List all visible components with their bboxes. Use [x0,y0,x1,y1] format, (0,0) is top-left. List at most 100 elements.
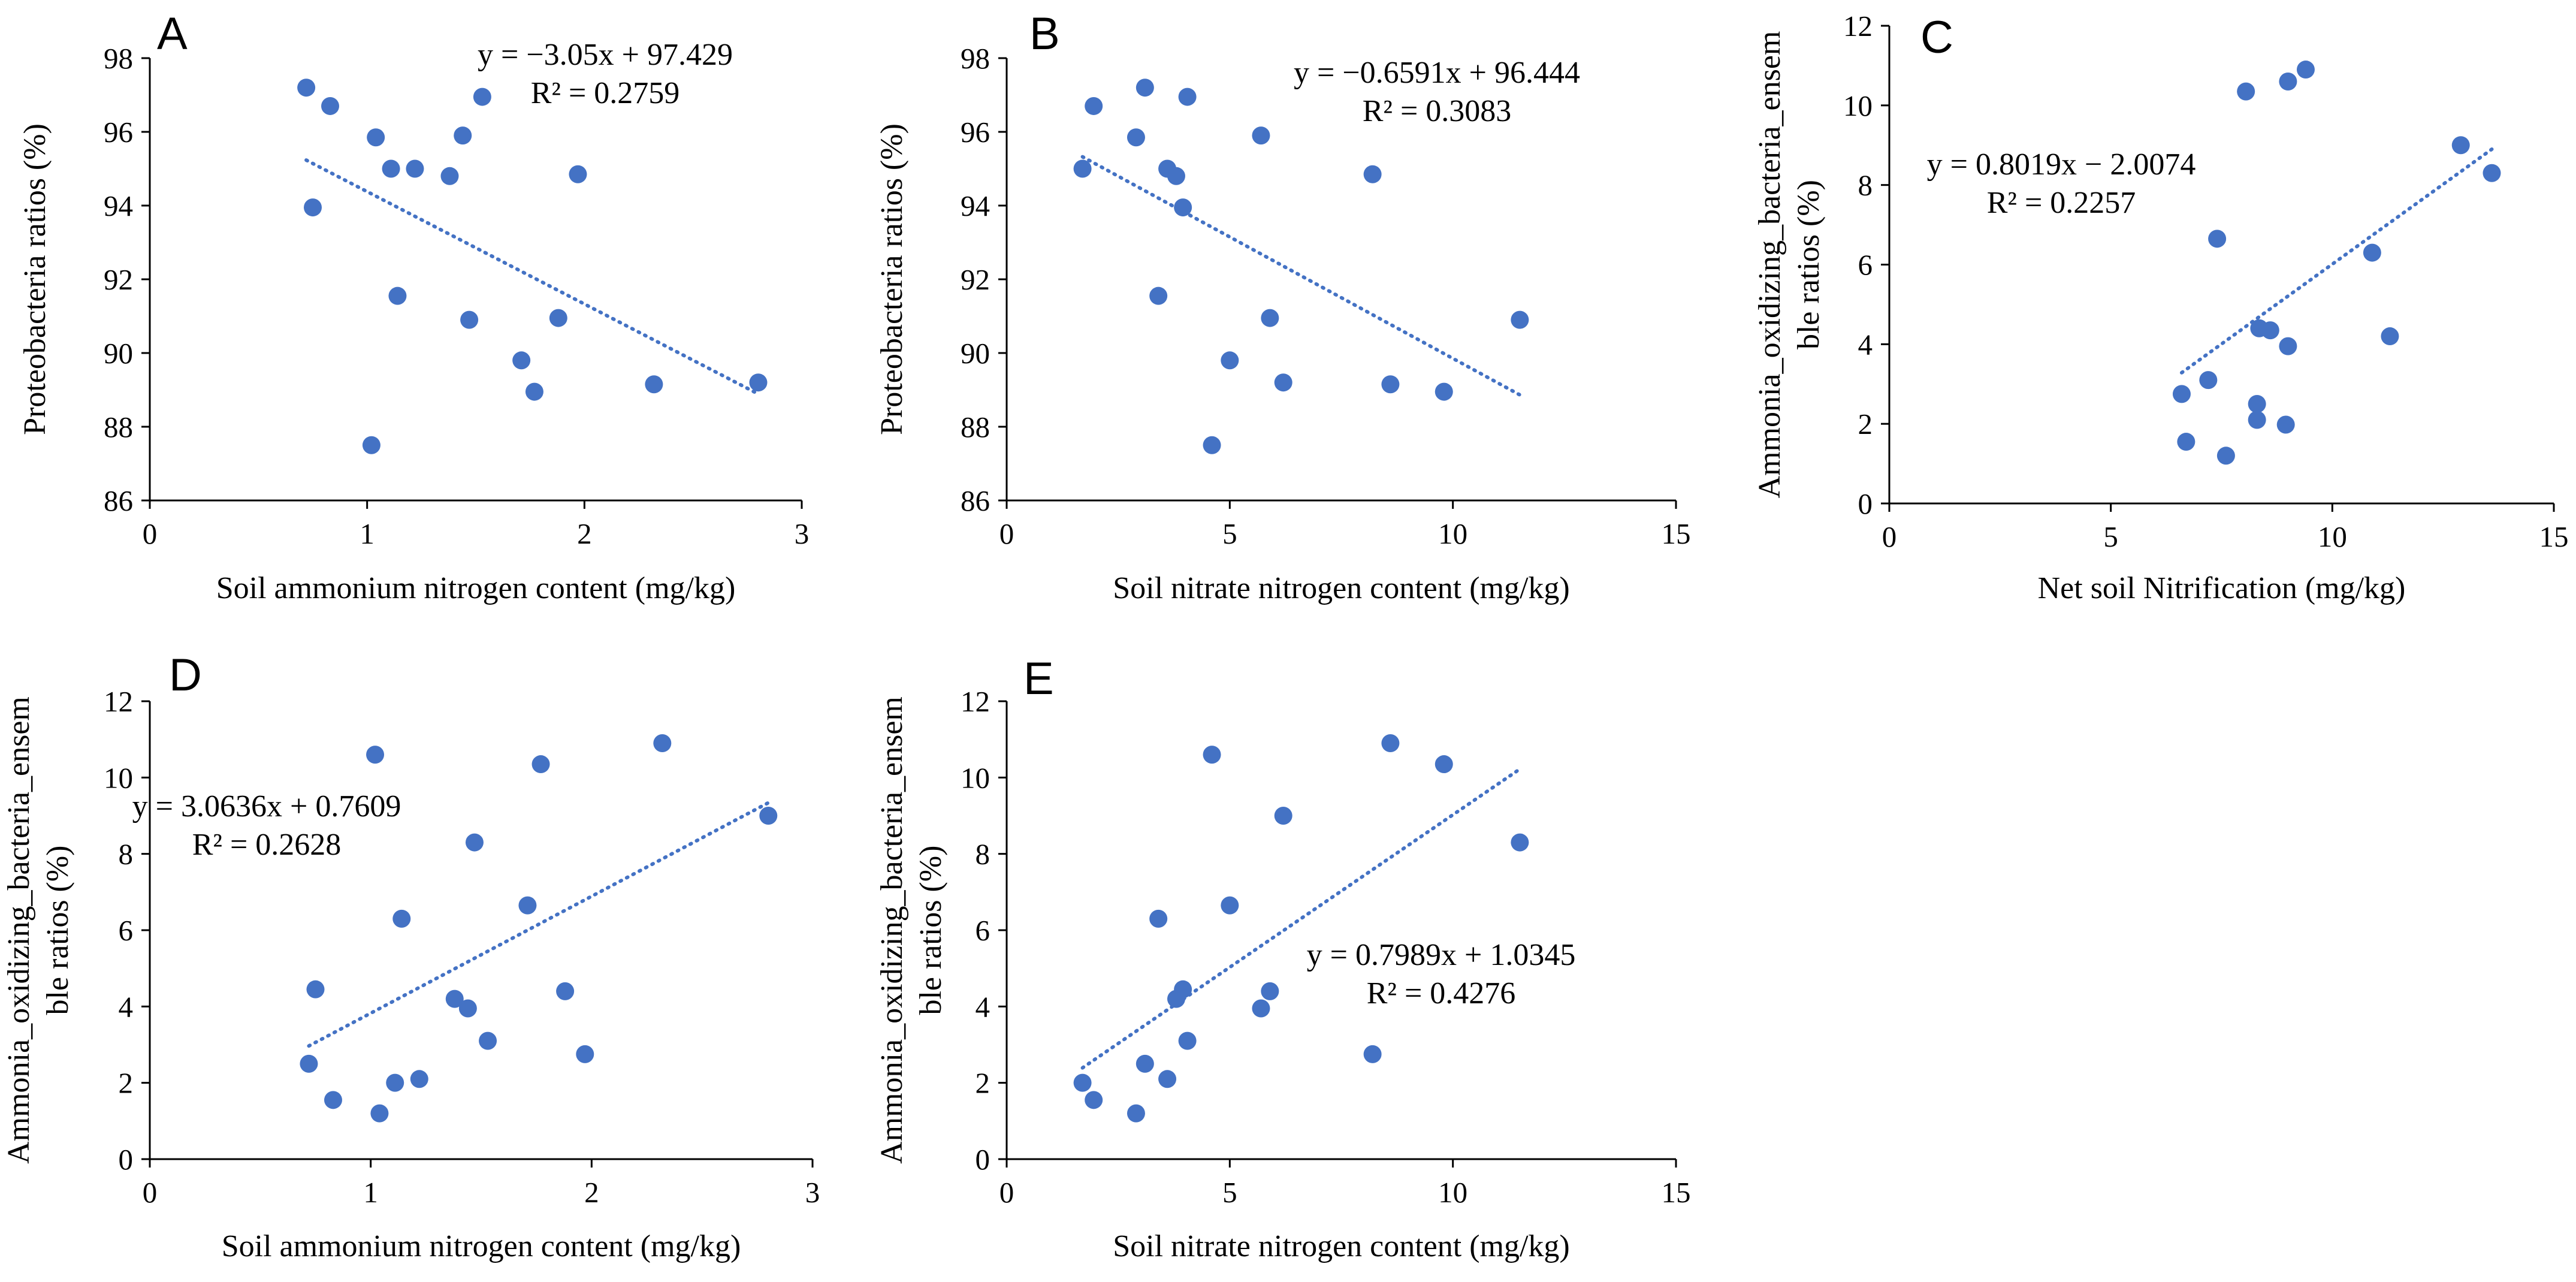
data-point [306,980,325,999]
data-point [576,1045,594,1063]
linear-trendline [1080,155,1522,397]
data-point [479,1031,497,1050]
r-squared-label: R² = 0.4276 [1367,976,1516,1010]
x-tick-label: 0 [999,1176,1014,1209]
y-tick-label: 0 [119,1143,134,1176]
data-point [1136,79,1154,97]
data-point [1203,746,1221,764]
y-axis-title-line-1: Ammonia_oxidizing_bacteria_ensem [1753,31,1787,499]
x-tick-label: 2 [584,1176,599,1209]
data-point [2276,415,2295,434]
y-tick-label: 8 [1858,169,1873,202]
y-tick-label: 86 [104,484,133,517]
data-point [645,375,663,394]
y-tick-label: 8 [119,838,134,871]
data-point [1178,1031,1197,1050]
x-tick-label: 2 [577,517,592,550]
data-point [1149,909,1168,928]
data-point [410,1070,428,1088]
y-tick-label: 88 [104,411,133,444]
y-tick-label: 0 [976,1143,990,1176]
y-tick-label: 96 [961,116,990,149]
scatter-panel-e: 0 2 4 6 8 10 12 0 5 10 15 Soil nitrate nitrogen con… [875,653,1691,1263]
y-tick-label: 96 [104,116,133,149]
data-point [1085,1091,1103,1109]
panel-label: B [1029,8,1060,59]
data-point [440,167,459,185]
data-point [2237,82,2255,101]
data-point [465,833,484,852]
y-tick-label: 8 [976,838,990,871]
data-point [1274,373,1292,392]
data-point [1261,309,1279,327]
x-axis-title: Soil ammonium nitrogen content (mg/kg) [216,571,736,605]
data-point [2261,321,2279,340]
x-tick-label: 5 [1222,1176,1237,1209]
data-point [382,159,400,178]
y-axis-title-line-2: ble ratios (%) [41,845,75,1015]
linear-trendline [307,801,771,1048]
data-point [1127,1104,1145,1123]
linear-trendline [1080,767,1522,1070]
y-tick-label: 10 [961,761,990,794]
y-tick-label: 4 [976,990,990,1023]
x-tick-label: 0 [999,517,1014,550]
scatter-panel-b: 86 88 90 92 94 96 98 0 5 10 15 Soil nitrate nitroge… [875,8,1691,605]
regression-equation: y = 3.0636x + 0.7609 [132,789,401,824]
data-point [1158,1070,1177,1088]
data-point [367,128,385,147]
r-squared-label: R² = 0.2257 [1987,186,2136,220]
data-point [2381,327,2399,346]
y-tick-label: 92 [961,263,990,296]
data-point [1511,310,1529,329]
data-point [1363,1045,1382,1063]
data-point [1435,755,1453,774]
x-tick-label: 0 [1882,520,1897,553]
regression-equation: y = 0.8019x − 2.0074 [1927,147,2196,182]
linear-trendline [2179,147,2494,375]
y-tick-label: 90 [961,337,990,370]
data-point [512,351,531,370]
data-point [569,165,587,183]
y-axis-title: Proteobacteria ratios (%) [875,123,909,435]
regression-equation: y = 0.7989x + 1.0345 [1307,938,1576,972]
y-tick-label: 6 [119,914,134,947]
x-tick-label: 15 [1662,1176,1691,1209]
data-point [1136,1054,1154,1073]
y-tick-label: 4 [119,990,134,1023]
data-point [1073,1073,1092,1092]
x-tick-label: 10 [2318,520,2347,553]
data-point [386,1073,404,1092]
data-point [549,309,567,327]
y-axis-title-line-1: Ammonia_oxidizing_bacteria_ensem [2,696,36,1164]
x-axis-title: Net soil Nitrification (mg/kg) [2038,571,2406,605]
y-tick-label: 10 [104,761,133,794]
data-point [2279,72,2297,91]
data-point [460,310,479,329]
data-point [362,436,380,454]
x-tick-label: 1 [360,517,375,550]
r-squared-label: R² = 0.2628 [192,828,342,862]
data-point [1381,734,1400,753]
x-tick-label: 15 [2539,520,2569,553]
data-point [392,909,411,928]
data-point [2248,394,2266,413]
data-point [1178,88,1197,106]
data-point [1221,896,1239,915]
y-axis-title: Proteobacteria ratios (%) [18,123,52,435]
data-point [759,807,778,825]
x-axis-title: Soil nitrate nitrogen content (mg/kg) [1113,1229,1570,1263]
data-point [2296,61,2315,79]
data-point [1252,126,1270,145]
y-axis-title-line-2: ble ratios (%) [914,845,948,1015]
scatter-panel-a: 86 88 90 92 94 96 98 0 1 2 3 Soil ammonium nitrogen… [18,8,809,605]
data-point [445,990,464,1008]
data-point [2248,411,2266,429]
y-tick-label: 2 [976,1067,990,1100]
data-point [1363,165,1382,183]
data-point [1167,167,1185,185]
x-tick-label: 0 [143,1176,158,1209]
x-tick-label: 3 [805,1176,820,1209]
data-point [1073,159,1092,178]
regression-equation: y = −3.05x + 97.429 [478,38,733,72]
